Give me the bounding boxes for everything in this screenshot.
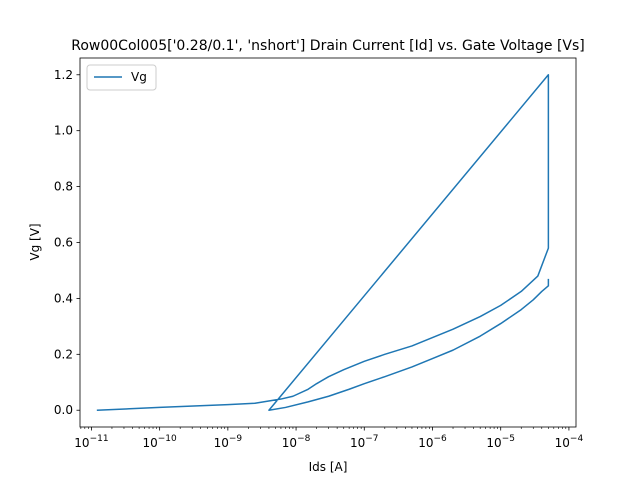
- axes-frame: [79, 57, 577, 428]
- y-tick-label: 0.8: [54, 180, 73, 194]
- y-tick-label: 1.0: [54, 124, 73, 138]
- x-tick-label: 10−9: [214, 434, 243, 450]
- chart-title: Row00Col005['0.28/0.1', 'nshort'] Drain …: [71, 38, 585, 54]
- plot-area: [96, 74, 550, 411]
- y-axis: 0.0 0.2 0.4 0.6 0.8 1.0 1.2: [54, 68, 80, 417]
- x-axis: 10−11 10−10 10−9 10−8 10−7 10−6 10−5 10−4: [74, 427, 583, 450]
- y-tick-label: 1.2: [54, 68, 73, 82]
- x-tick-label: 10−8: [282, 434, 311, 450]
- x-axis-label: Ids [A]: [309, 460, 348, 474]
- series-line-0: [96, 74, 550, 411]
- y-tick-label: 0.2: [54, 347, 73, 361]
- x-tick-label: 10−11: [74, 434, 108, 450]
- legend: Vg: [86, 64, 157, 91]
- y-tick-label: 0.0: [54, 403, 73, 417]
- x-tick-label: 10−4: [555, 434, 584, 450]
- y-tick-label: 0.6: [54, 236, 73, 250]
- y-axis-label: Vg [V]: [28, 223, 42, 260]
- x-tick-label: 10−5: [486, 434, 515, 450]
- legend-label: Vg: [131, 70, 147, 84]
- x-tick-label: 10−10: [142, 434, 177, 450]
- x-tick-label: 10−6: [418, 434, 447, 450]
- x-tick-label: 10−7: [350, 434, 379, 450]
- y-tick-label: 0.4: [54, 291, 73, 305]
